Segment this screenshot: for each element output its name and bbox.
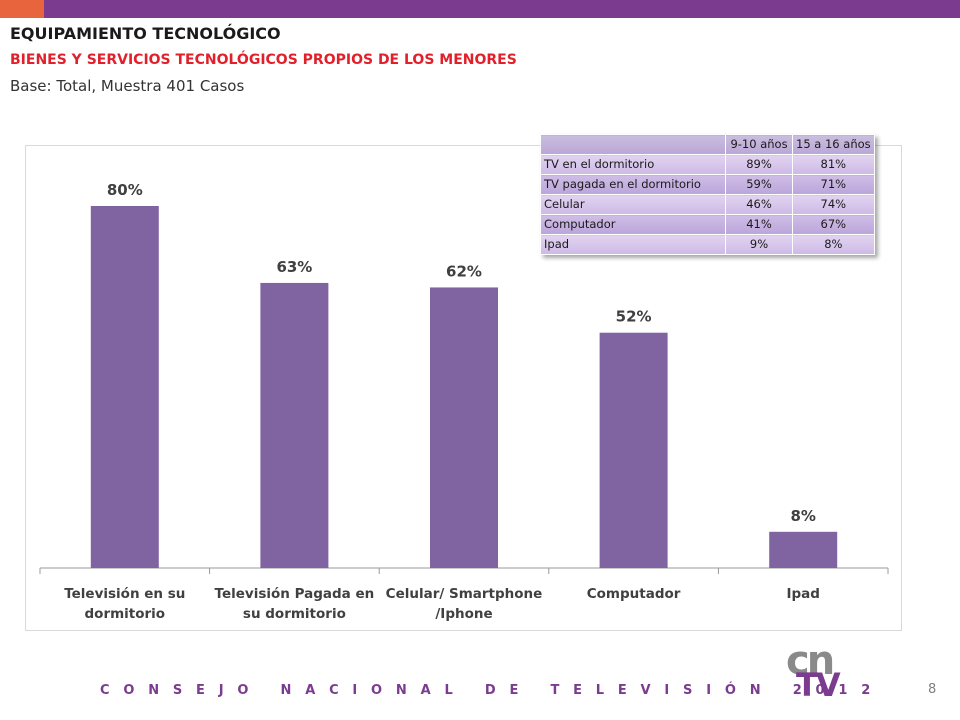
data-label: 63% bbox=[276, 258, 312, 276]
table-header-9-10: 9-10 años bbox=[725, 134, 793, 155]
data-label: 8% bbox=[790, 507, 815, 525]
logo-cn: cn bbox=[786, 638, 835, 684]
bar bbox=[430, 287, 498, 568]
table-header-15-16: 15 a 16 años bbox=[792, 134, 875, 155]
data-label: 62% bbox=[446, 262, 482, 280]
table-cell-9-10: 89% bbox=[725, 154, 793, 175]
table-cell-15-16: 74% bbox=[792, 194, 875, 215]
table-cell-9-10: 41% bbox=[725, 214, 793, 235]
category-label: Celular/ Smartphone bbox=[386, 586, 543, 602]
category-label: Ipad bbox=[786, 586, 819, 602]
bar bbox=[260, 282, 329, 568]
top-bar bbox=[0, 0, 960, 18]
category-label: dormitorio bbox=[85, 606, 166, 622]
category-label: Computador bbox=[587, 586, 681, 602]
category-label: Televisión Pagada en bbox=[215, 586, 375, 602]
bar bbox=[90, 206, 159, 568]
category-label: /Iphone bbox=[435, 606, 492, 622]
table-row-label: Celular bbox=[540, 194, 726, 215]
chart-frame bbox=[25, 145, 902, 631]
table-cell-9-10: 9% bbox=[725, 234, 793, 255]
page-number: 8 bbox=[928, 682, 937, 697]
table-row: TV pagada en el dormitorio 59% 71% bbox=[540, 174, 875, 195]
table-row-label: Ipad bbox=[540, 234, 726, 255]
table-cell-15-16: 8% bbox=[792, 234, 875, 255]
bar bbox=[769, 531, 838, 568]
table-row: TV en el dormitorio 89% 81% bbox=[540, 154, 875, 175]
table-cell-9-10: 59% bbox=[725, 174, 793, 195]
cntv-logo: cn TV bbox=[786, 638, 844, 704]
page-title: EQUIPAMIENTO TECNOLÓGICO bbox=[10, 24, 281, 43]
table-row: Ipad 9% 8% bbox=[540, 234, 875, 255]
table-cell-15-16: 71% bbox=[792, 174, 875, 195]
table-row-label: TV pagada en el dormitorio bbox=[540, 174, 726, 195]
table-row-label: Computador bbox=[540, 214, 726, 235]
data-label: 80% bbox=[107, 181, 143, 199]
footer-text: CONSEJO NACIONAL DE TELEVISIÓN 2012 bbox=[100, 683, 885, 698]
table-cell-15-16: 81% bbox=[792, 154, 875, 175]
table-row-label: TV en el dormitorio bbox=[540, 154, 726, 175]
data-label: 52% bbox=[616, 308, 652, 326]
category-label: Televisión en su bbox=[64, 586, 185, 602]
logo-tv: TV bbox=[796, 666, 841, 704]
table-header-blank bbox=[540, 134, 726, 155]
category-label: su dormitorio bbox=[243, 606, 346, 622]
page-subtitle: BIENES Y SERVICIOS TECNOLÓGICOS PROPIOS … bbox=[10, 52, 517, 68]
sample-base: Base: Total, Muestra 401 Casos bbox=[10, 77, 245, 95]
table-header-row: 9-10 años 15 a 16 años bbox=[540, 134, 875, 155]
table-row: Celular 46% 74% bbox=[540, 194, 875, 215]
table-row: Computador 41% 67% bbox=[540, 214, 875, 235]
table-cell-15-16: 67% bbox=[792, 214, 875, 235]
age-group-table: 9-10 años 15 a 16 años TV en el dormitor… bbox=[540, 134, 875, 255]
table-cell-9-10: 46% bbox=[725, 194, 793, 215]
bar bbox=[599, 332, 668, 568]
top-bar-accent bbox=[0, 0, 44, 18]
